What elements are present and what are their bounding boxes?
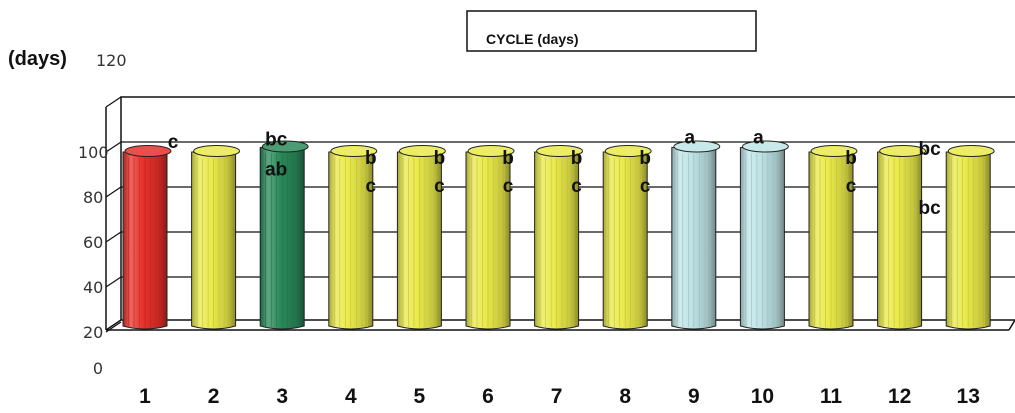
x-tick-label: 10 bbox=[751, 385, 774, 408]
bar bbox=[877, 145, 927, 330]
bar bbox=[396, 145, 446, 330]
y-tick-label: 20 bbox=[83, 323, 103, 342]
y-tick-label: 60 bbox=[83, 233, 103, 252]
significance-label: b bbox=[434, 148, 446, 169]
bar bbox=[259, 140, 309, 330]
significance-label: c bbox=[640, 176, 651, 197]
significance-label: c bbox=[434, 176, 445, 197]
x-tick-label: 8 bbox=[619, 385, 631, 408]
bar-layer bbox=[122, 140, 995, 330]
significance-label: c bbox=[366, 176, 377, 197]
significance-label: a bbox=[685, 128, 696, 149]
y-tick-label: 80 bbox=[83, 188, 103, 207]
chart-title: CYCLE (days) bbox=[486, 31, 579, 47]
y-tick-label: 40 bbox=[83, 278, 103, 297]
bar bbox=[191, 145, 241, 330]
y-tick-label: 0 bbox=[93, 359, 103, 378]
significance-label: bc bbox=[919, 198, 942, 219]
x-tick-label: 3 bbox=[276, 385, 288, 408]
significance-label: bc bbox=[919, 139, 942, 160]
x-tick-label: 12 bbox=[888, 385, 911, 408]
significance-label: b bbox=[365, 148, 377, 169]
significance-label: c bbox=[168, 132, 179, 153]
bar bbox=[671, 140, 721, 330]
significance-label: b bbox=[571, 148, 583, 169]
significance-label: c bbox=[846, 176, 857, 197]
bar bbox=[328, 145, 378, 330]
significance-label: a bbox=[753, 128, 764, 149]
x-tick-label: 13 bbox=[957, 385, 980, 408]
significance-label: b bbox=[639, 148, 651, 169]
significance-label: ab bbox=[265, 160, 287, 181]
chart-title-box: CYCLE (days) bbox=[466, 10, 757, 52]
significance-label: bc bbox=[265, 130, 288, 151]
y-tick-label: 100 bbox=[78, 143, 109, 162]
bar bbox=[122, 145, 172, 330]
x-tick-label: 5 bbox=[414, 385, 426, 408]
significance-label: c bbox=[503, 176, 514, 197]
bar bbox=[602, 145, 652, 330]
x-tick-label: 7 bbox=[551, 385, 563, 408]
x-tick-label: 11 bbox=[820, 385, 843, 408]
bar bbox=[534, 145, 584, 330]
bar bbox=[465, 145, 515, 330]
x-tick-label: 2 bbox=[208, 385, 220, 408]
bar bbox=[945, 145, 995, 330]
x-tick-label: 6 bbox=[482, 385, 494, 408]
bar bbox=[739, 140, 789, 330]
bar bbox=[808, 145, 858, 330]
x-tick-label: 9 bbox=[688, 385, 700, 408]
significance-label: b bbox=[845, 148, 857, 169]
x-tick-label: 4 bbox=[345, 385, 357, 408]
significance-label: b bbox=[502, 148, 514, 169]
x-tick-label: 1 bbox=[139, 385, 151, 408]
y-tick-label: 120 bbox=[96, 51, 127, 70]
significance-label: c bbox=[571, 176, 582, 197]
y-axis-label: (days) bbox=[8, 48, 67, 70]
